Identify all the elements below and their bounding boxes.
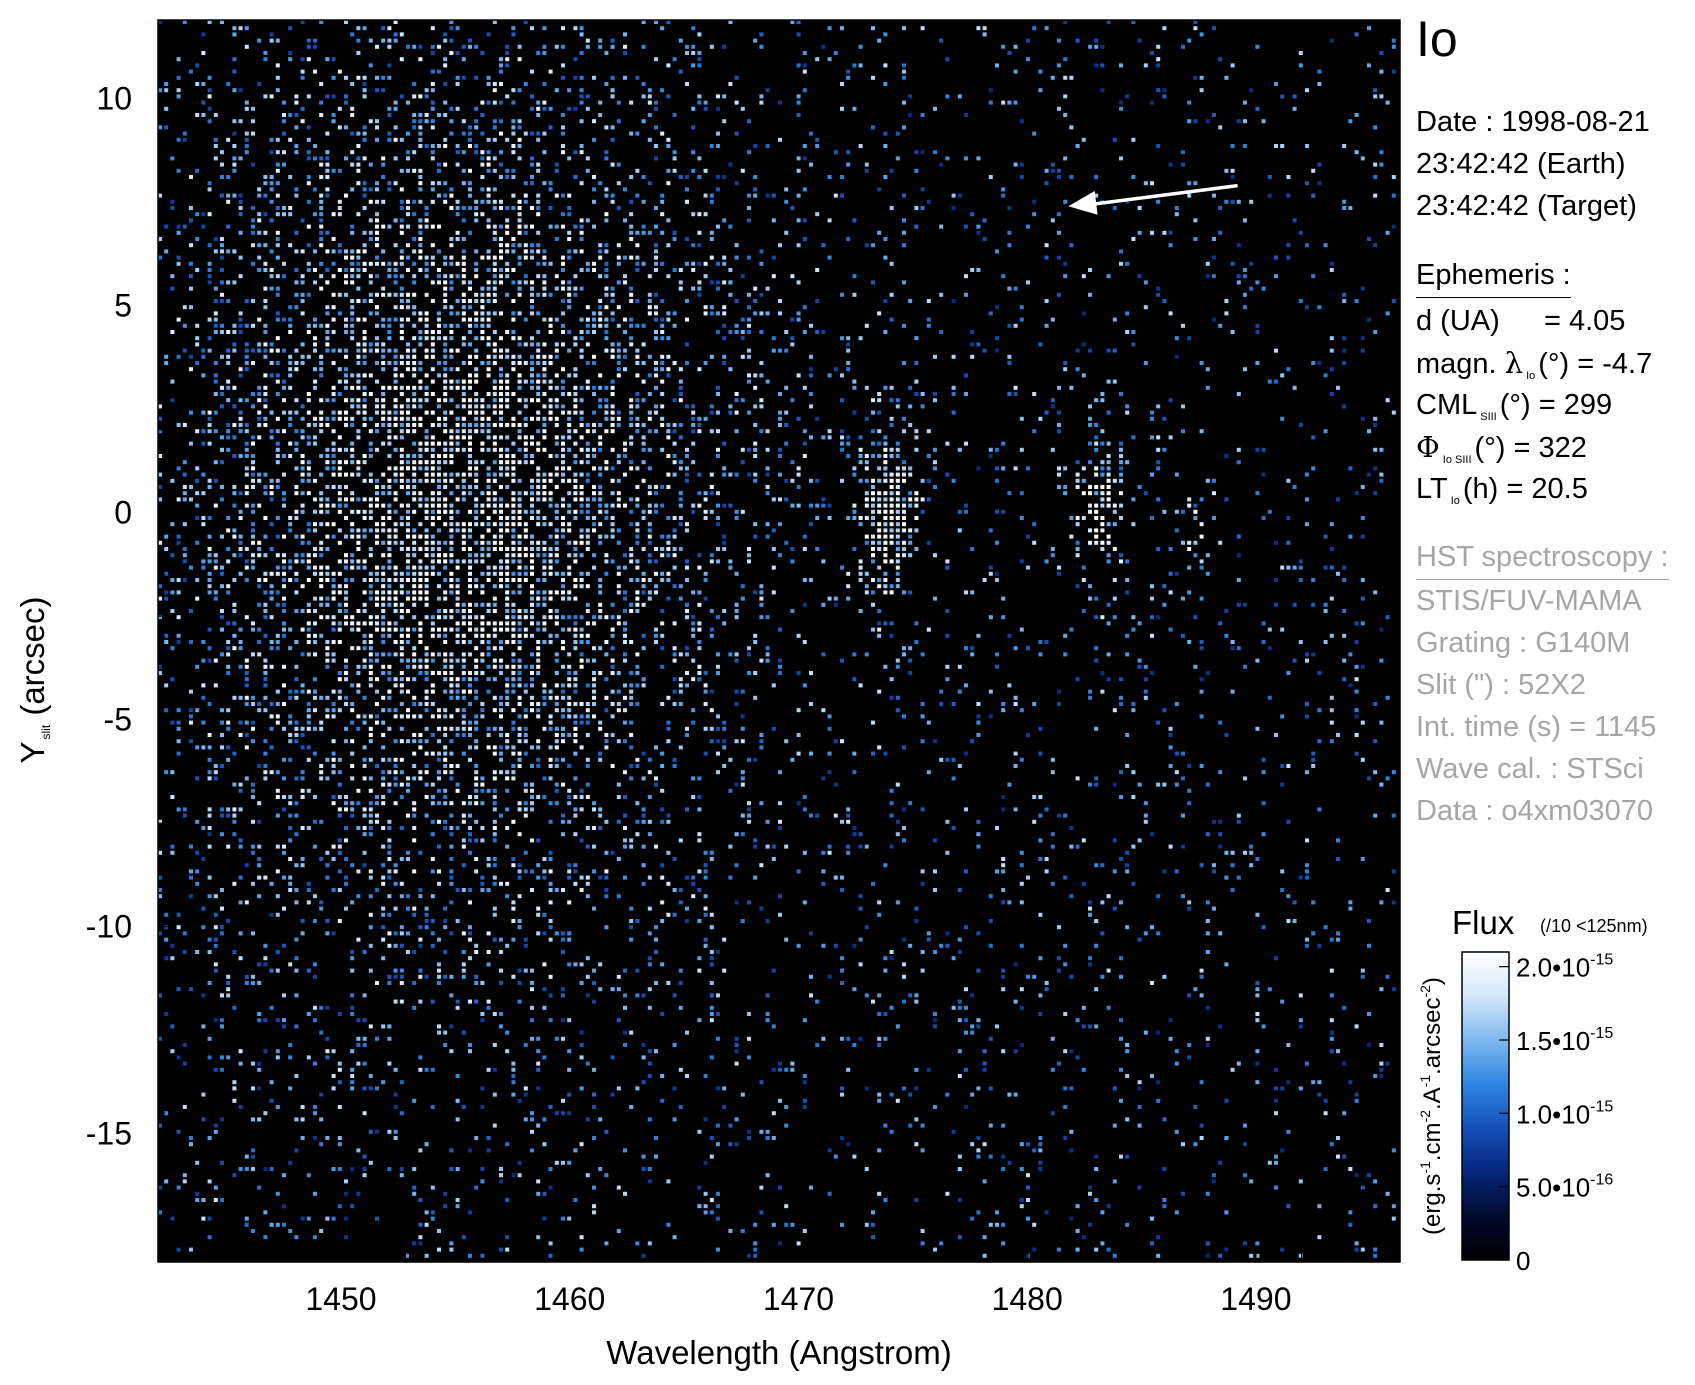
x-tick-label: 1490 (1220, 1281, 1291, 1317)
lt-label: LT (1416, 473, 1448, 505)
y-axis-label-unit: (arcsec) (14, 596, 51, 715)
colorbar-title: Flux (1452, 904, 1515, 941)
cml-row: CML SIII (°) = 299 (1416, 384, 1612, 438)
phi-symbol: Φ (1416, 430, 1440, 464)
lambda-subscript: Io (1526, 370, 1536, 382)
y-tick-label: 10 (96, 81, 132, 117)
colorbar-tick-label: 2.0•10-15 (1516, 952, 1613, 983)
x-tick-label: 1480 (992, 1281, 1063, 1317)
arrow-shaft (1086, 183, 1238, 207)
y-tick-label: -15 (86, 1116, 132, 1152)
cml-unit: (°) (1499, 389, 1531, 421)
magn-unit: (°) (1538, 348, 1570, 380)
colorbar-note: (/10 <125nm) (1540, 916, 1648, 936)
colorbar-tick-label: 1.5•10-15 (1516, 1025, 1613, 1056)
colorbar-tick-label: 1.0•10-15 (1516, 1098, 1613, 1129)
colorbar (1461, 951, 1510, 1261)
earth-time-line: 23:42:42 (Earth) (1416, 148, 1626, 180)
x-tick-label: 1450 (305, 1281, 376, 1317)
y-axis-label-main: Y (14, 742, 51, 764)
magn-label: magn. (1416, 348, 1497, 380)
lt-subscript: Io (1450, 495, 1460, 507)
spectral-image (158, 20, 1400, 1262)
cml-subscript: SIII (1480, 411, 1497, 423)
x-axis: 1450 1460 1470 1480 1490 (157, 1248, 1394, 1317)
colorbar-tick-label: 0 (1516, 1246, 1530, 1276)
dataset-line: Data : o4xm03070 (1416, 795, 1653, 827)
y-axis-label-subscript: slit (39, 724, 53, 739)
phi-unit: (°) (1474, 432, 1506, 464)
int-time-line: Int. time (s) = 1145 (1416, 711, 1657, 743)
lt-unit: (h) (1462, 473, 1499, 505)
colorbar-unit-label: (erg.s-1.cm-2.A-1.arcsec-2) (1417, 977, 1446, 1235)
colorbar-tick-label: 5.0•10-16 (1516, 1172, 1613, 1203)
arrow-marker (1068, 183, 1238, 215)
target-title: Io (1416, 11, 1458, 67)
magn-value: = -4.7 (1577, 348, 1653, 380)
date-line: Date : 1998-08-21 (1416, 106, 1650, 138)
y-tick-label: 0 (114, 495, 132, 531)
lt-value: = 20.5 (1506, 473, 1588, 505)
x-axis-label: Wavelength (Angstrom) (606, 1334, 951, 1371)
local-time-row: LT Io (h) = 20.5 (1416, 468, 1588, 522)
x-tick-label: 1470 (763, 1281, 834, 1317)
arrow-head (1068, 190, 1098, 215)
colorbar-ticks: 2.0•10-15 1.5•10-15 1.0•10-15 5.0•10-16 0 (1499, 952, 1613, 1276)
plot-frame (157, 19, 1401, 1263)
phi-row: Φ Io SIII (°) = 322 (1416, 426, 1587, 481)
hst-header: HST spectroscopy : (1416, 536, 1669, 580)
wave-cal-line: Wave cal. : STSci (1416, 753, 1644, 785)
lambda-symbol: λ (1504, 346, 1524, 380)
cml-label: CML (1416, 389, 1478, 421)
target-time-line: 23:42:42 (Target) (1416, 190, 1637, 222)
magnetic-latitude-row: magn. λ Io (°) = -4.7 (1416, 342, 1652, 397)
y-tick-label: -10 (86, 909, 132, 945)
distance-value: = 4.05 (1544, 305, 1626, 337)
phi-value: = 322 (1513, 432, 1587, 464)
y-tick-label: 5 (114, 288, 132, 324)
ephemeris-header: Ephemeris : (1416, 254, 1571, 298)
y-tick-label: -5 (104, 702, 132, 738)
distance-label: d (UA) (1416, 305, 1500, 337)
phi-subscript: Io SIII (1442, 454, 1472, 466)
grating-line: Grating : G140M (1416, 627, 1631, 659)
x-tick-label: 1460 (534, 1281, 605, 1317)
cml-value: = 299 (1538, 389, 1613, 421)
slit-line: Slit (") : 52X2 (1416, 669, 1586, 701)
instrument-line: STIS/FUV-MAMA (1416, 585, 1642, 617)
y-axis-label: Yslit (arcsec) (14, 596, 53, 763)
distance-row: d (UA) = 4.05 (1416, 300, 1625, 342)
y-axis: 10 5 0 -5 -10 -15 (86, 35, 172, 1259)
